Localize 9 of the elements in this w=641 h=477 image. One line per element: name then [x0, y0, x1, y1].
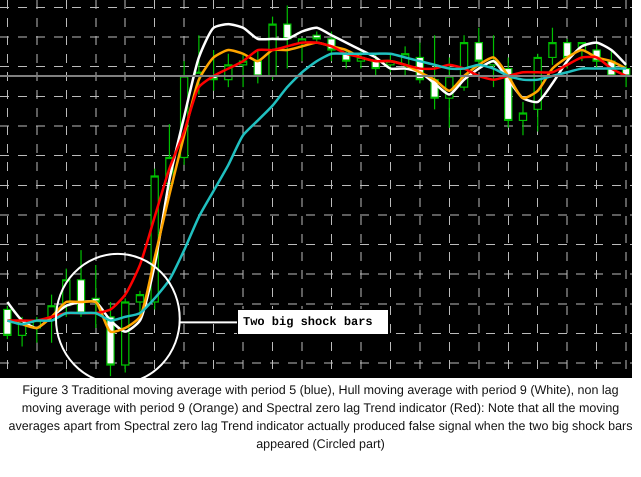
candlestick: [518, 101, 528, 136]
candlestick: [548, 27, 557, 66]
candlestick: [474, 27, 483, 70]
candlestick: [312, 30, 321, 44]
candlestick: [136, 290, 144, 314]
candlestick: [92, 264, 100, 329]
annotation: Two big shock bars: [243, 315, 373, 329]
candlestick: [254, 49, 262, 84]
caption: Figure 3 Traditional moving average with period 5 (blue), Hull moving average with period 9 (White), non lag moving average with period 9 (Orange) and Spectral zero lag Trend indicator (Red): Note that all the moving averages apart from Spectral zero lag Trend indicator actually produced false signal when the two big shock bars appeared (Circled part): [8, 382, 633, 453]
